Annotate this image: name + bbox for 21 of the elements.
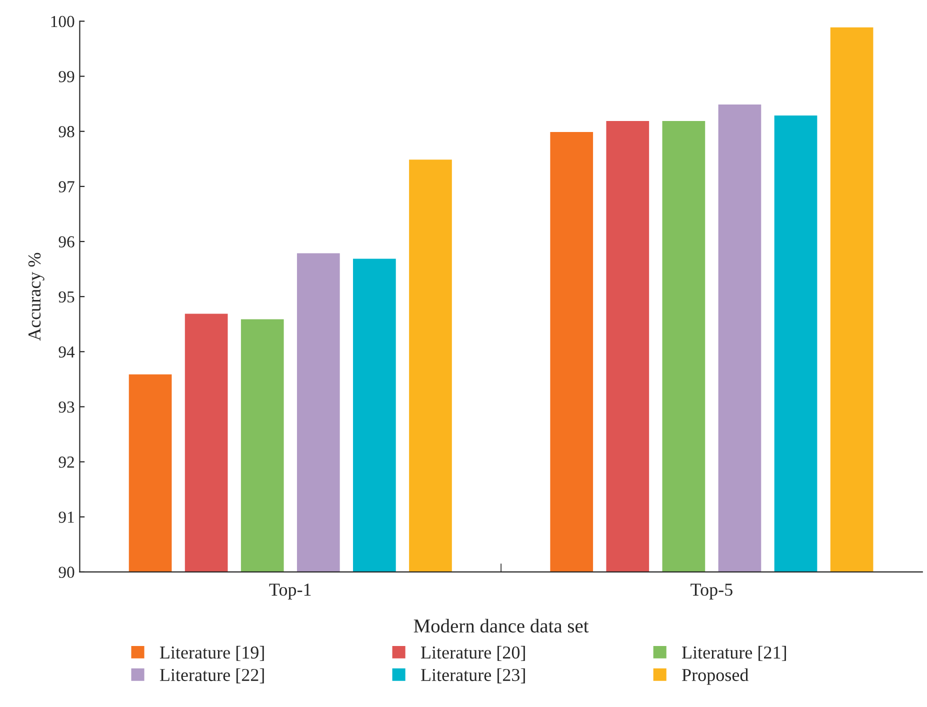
legend-label: Literature [20]: [420, 646, 525, 661]
x-tick-label: Top-1: [269, 584, 311, 600]
x-axis-title: Modern dance data set: [414, 618, 589, 633]
y-tick-label: 98: [58, 126, 74, 138]
legend-label: Literature [19]: [160, 646, 264, 661]
y-tick-label: 100: [51, 16, 74, 28]
legend-label: Literature [21]: [682, 646, 786, 661]
y-tick-label: 94: [58, 346, 75, 358]
legend-label: Literature [23]: [420, 668, 525, 684]
y-tick-label: 97: [58, 181, 74, 192]
y-tick-label: 91: [58, 512, 74, 523]
x-tick-label: Top-5: [690, 584, 732, 600]
y-tick-label: 96: [58, 236, 74, 248]
legend-label: Proposed: [682, 668, 748, 685]
y-tick-label: 99: [58, 71, 74, 82]
y-tick-label: 95: [58, 291, 74, 303]
y-tick-label: 90: [58, 566, 74, 578]
y-tick-label: 92: [58, 456, 74, 468]
y-axis-title: Accuracy %: [28, 252, 44, 341]
y-tick-label: 93: [58, 401, 74, 413]
legend-label: Literature [22]: [160, 668, 264, 684]
